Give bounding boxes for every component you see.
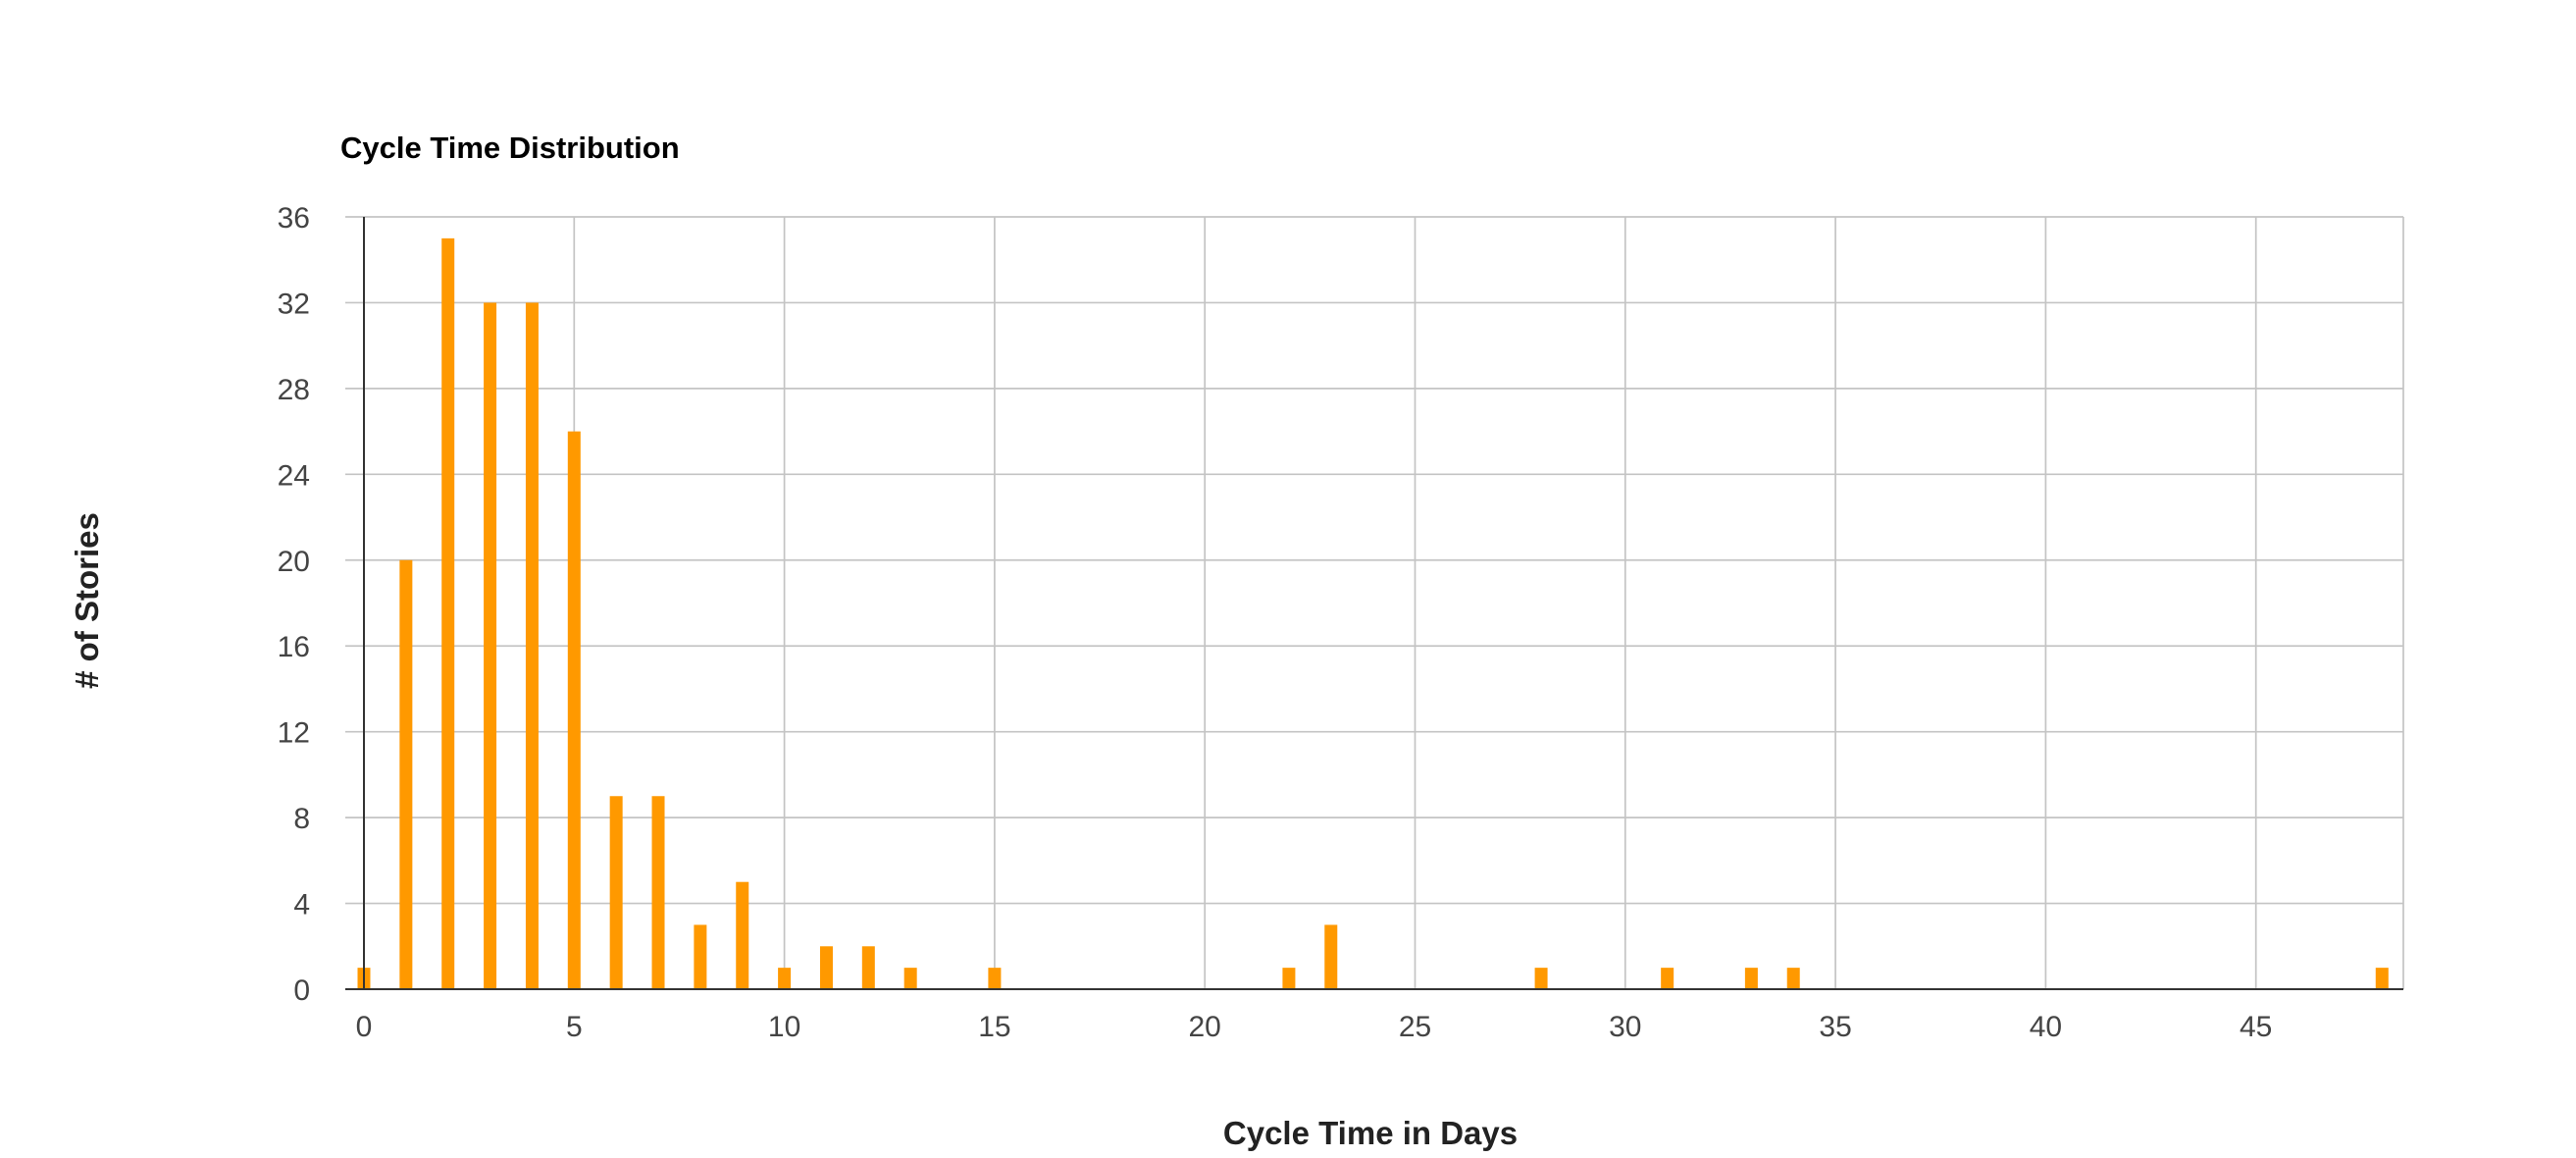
bar — [484, 302, 497, 989]
bar — [441, 237, 455, 990]
bar — [399, 559, 413, 989]
bar — [736, 881, 749, 989]
x-axis-title: Cycle Time in Days — [1223, 1115, 1518, 1151]
chart-title: Cycle Time Distribution — [340, 131, 680, 165]
x-tick-label: 35 — [1819, 1011, 1851, 1043]
axes — [345, 217, 2403, 990]
x-tick-label: 20 — [1189, 1011, 1221, 1043]
y-tick-label: 16 — [278, 631, 310, 663]
y-tick-label: 28 — [278, 374, 310, 406]
bar — [525, 302, 539, 989]
bar — [651, 796, 665, 989]
bar — [1324, 924, 1338, 989]
bar — [1744, 968, 1758, 989]
bar — [1282, 968, 1296, 989]
tick-labels: 0 4 8 12 16 20 24 28 32 36 0 5 10 15 20 25 30 35 40 45 — [278, 202, 2273, 1043]
bar — [2375, 968, 2389, 989]
bar — [694, 924, 707, 989]
y-tick-label: 8 — [293, 803, 310, 835]
x-tick-label: 40 — [2030, 1011, 2062, 1043]
bar — [1786, 968, 1800, 989]
y-tick-label: 20 — [278, 546, 310, 578]
gridlines — [345, 216, 2404, 989]
y-tick-label: 24 — [278, 459, 310, 492]
y-tick-label: 12 — [278, 717, 310, 750]
y-axis-title: # of Stories — [69, 512, 105, 689]
bar — [861, 946, 875, 989]
bar — [778, 968, 792, 989]
bar — [903, 968, 917, 989]
x-tick-label: 15 — [978, 1011, 1010, 1043]
y-tick-label: 32 — [278, 288, 310, 320]
x-tick-label: 0 — [356, 1011, 373, 1043]
bar — [988, 968, 1002, 989]
y-tick-label: 36 — [278, 202, 310, 235]
x-tick-label: 45 — [2240, 1011, 2272, 1043]
x-tick-label: 30 — [1609, 1011, 1641, 1043]
x-tick-label: 5 — [566, 1011, 583, 1043]
bar — [1661, 968, 1674, 989]
x-tick-label: 25 — [1399, 1011, 1431, 1043]
y-tick-label: 4 — [293, 889, 310, 921]
x-tick-label: 10 — [768, 1011, 800, 1043]
bars — [357, 237, 2389, 990]
bar — [819, 946, 833, 989]
y-tick-label: 0 — [293, 974, 310, 1007]
bar — [567, 431, 581, 990]
bar — [609, 796, 623, 989]
bar — [1534, 968, 1548, 989]
